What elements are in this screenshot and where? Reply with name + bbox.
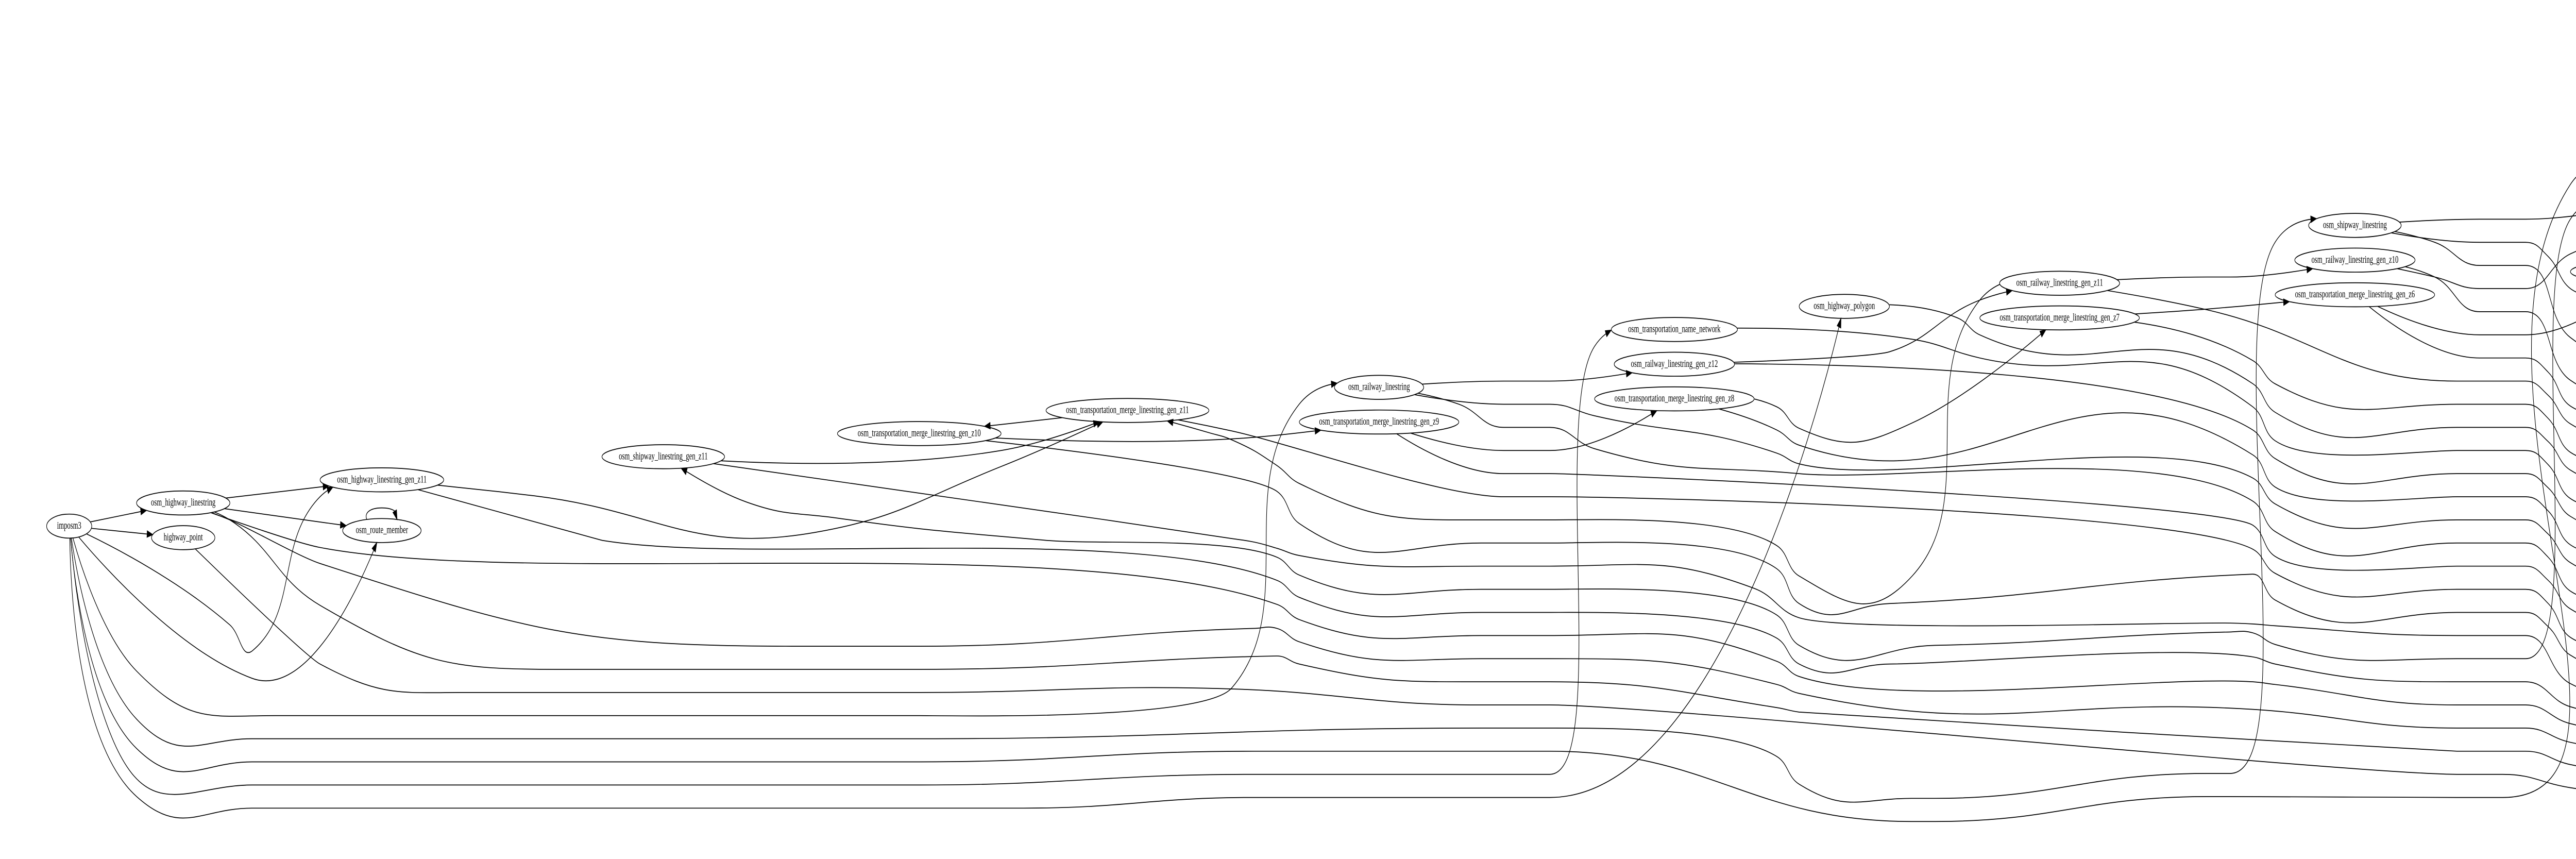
svg-text:osm_transportation_name_networ: osm_transportation_name_network xyxy=(1628,323,1721,334)
svg-text:osm_transportation_merge_lines: osm_transportation_merge_linestring_gen_… xyxy=(1319,415,1439,427)
svg-text:osm_transportation_merge_lines: osm_transportation_merge_linestring_gen_… xyxy=(2295,288,2415,300)
svg-text:osm_transportation_merge_lines: osm_transportation_merge_linestring_gen_… xyxy=(858,427,981,439)
svg-text:osm_railway_linestring_gen_z12: osm_railway_linestring_gen_z12 xyxy=(1631,358,1718,369)
svg-text:osm_highway_polygon: osm_highway_polygon xyxy=(1814,300,1875,312)
svg-text:osm_highway_linestring: osm_highway_linestring xyxy=(151,496,216,508)
svg-text:highway_point: highway_point xyxy=(164,531,203,543)
svg-text:imposm3: imposm3 xyxy=(57,519,81,531)
svg-text:osm_shipway_linestring: osm_shipway_linestring xyxy=(2323,218,2387,230)
svg-text:osm_transportation_merge_lines: osm_transportation_merge_linestring_gen_… xyxy=(1999,311,2120,323)
svg-text:osm_route_member: osm_route_member xyxy=(356,524,409,536)
svg-text:osm_railway_linestring: osm_railway_linestring xyxy=(1348,381,1410,393)
svg-text:osm_shipway_linestring_gen_z11: osm_shipway_linestring_gen_z11 xyxy=(619,450,708,462)
svg-text:osm_transportation_merge_lines: osm_transportation_merge_linestring_gen_… xyxy=(1615,392,1735,404)
svg-text:osm_railway_linestring_gen_z10: osm_railway_linestring_gen_z10 xyxy=(2311,254,2398,265)
svg-text:osm_railway_linestring_gen_z11: osm_railway_linestring_gen_z11 xyxy=(2016,277,2103,289)
svg-text:osm_highway_linestring_gen_z11: osm_highway_linestring_gen_z11 xyxy=(337,473,427,485)
svg-text:osm_transportation_merge_lines: osm_transportation_merge_linestring_gen_… xyxy=(1066,404,1189,416)
